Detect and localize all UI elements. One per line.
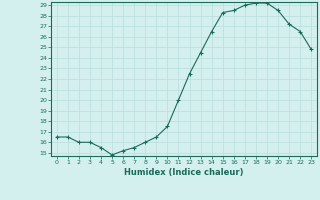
X-axis label: Humidex (Indice chaleur): Humidex (Indice chaleur)	[124, 168, 244, 177]
